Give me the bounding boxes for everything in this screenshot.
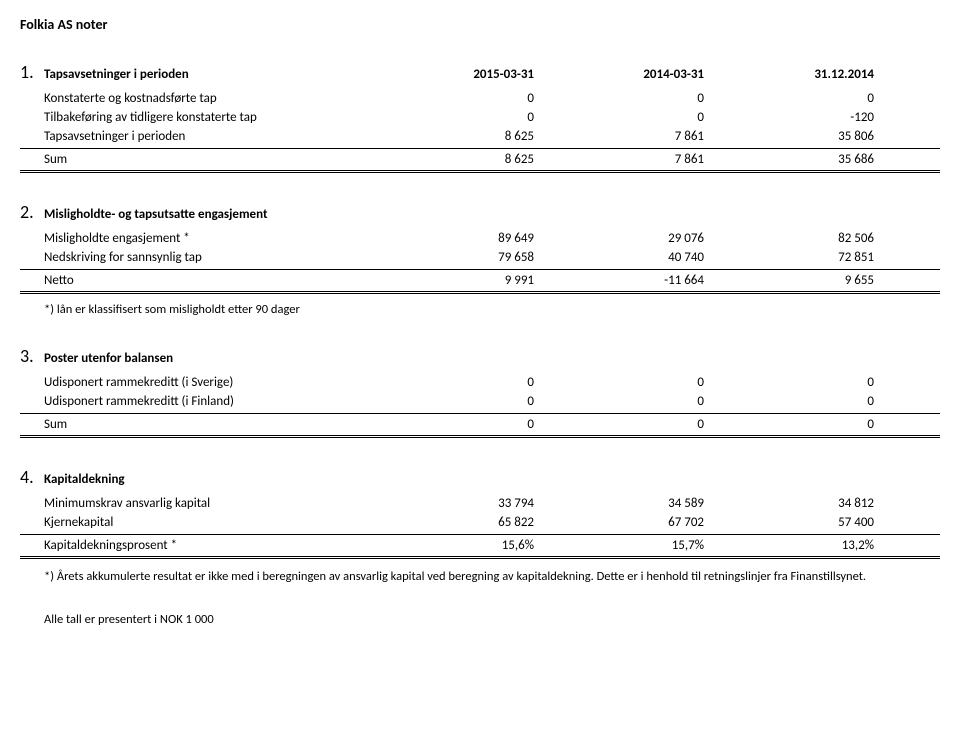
cell: 0 — [704, 417, 874, 432]
document-title: Folkia AS noter — [20, 16, 940, 33]
cell: 0 — [534, 110, 704, 125]
cell: 35 686 — [704, 152, 874, 167]
cell: 65 822 — [364, 515, 534, 530]
table-row: Udisponert rammekreditt (i Sverige) 0 0 … — [20, 373, 940, 392]
section-number: 1. — [20, 61, 44, 83]
sum-row: Sum 0 0 0 — [20, 413, 940, 438]
cell: 7 861 — [534, 152, 704, 167]
cell: 40 740 — [534, 250, 704, 265]
cell: -11 664 — [534, 273, 704, 288]
row-label: Konstaterte og kostnadsførte tap — [44, 91, 364, 106]
cell: 9 655 — [704, 273, 874, 288]
cell: 0 — [534, 417, 704, 432]
cell: 8 625 — [364, 129, 534, 144]
cell: 72 851 — [704, 250, 874, 265]
bottom-note: Alle tall er presentert i NOK 1 000 — [44, 612, 940, 627]
cell: 0 — [534, 91, 704, 106]
sum-label: Netto — [44, 273, 364, 288]
cell: 0 — [704, 91, 874, 106]
col-header: 31.12.2014 — [704, 67, 874, 82]
cell: 57 400 — [704, 515, 874, 530]
cell: 0 — [364, 394, 534, 409]
section-footnote: *) Årets akkumulerte resultat er ikke me… — [44, 569, 894, 584]
section-2: 2. Misligholdte- og tapsutsatte engasjem… — [20, 201, 940, 317]
row-label: Misligholdte engasjement * — [44, 231, 364, 246]
table-row: Misligholdte engasjement * 89 649 29 076… — [20, 229, 940, 248]
row-label: Tilbakeføring av tidligere konstaterte t… — [44, 110, 364, 125]
row-label: Kjernekapital — [44, 515, 364, 530]
section-3: 3. Poster utenfor balansen Udisponert ra… — [20, 345, 940, 438]
cell: 29 076 — [534, 231, 704, 246]
cell: 13,2% — [704, 538, 874, 553]
section-title: Kapitaldekning — [44, 472, 364, 487]
cell: 8 625 — [364, 152, 534, 167]
cell: 79 658 — [364, 250, 534, 265]
cell: 0 — [364, 91, 534, 106]
cell: 9 991 — [364, 273, 534, 288]
cell: 35 806 — [704, 129, 874, 144]
cell: 7 861 — [534, 129, 704, 144]
cell: 0 — [364, 110, 534, 125]
section-4: 4. Kapitaldekning Minimumskrav ansvarlig… — [20, 466, 940, 584]
table-row: Minimumskrav ansvarlig kapital 33 794 34… — [20, 494, 940, 513]
sum-row: Kapitaldekningsprosent * 15,6% 15,7% 13,… — [20, 534, 940, 559]
table-row: Kjernekapital 65 822 67 702 57 400 — [20, 513, 940, 532]
table-row: Udisponert rammekreditt (i Finland) 0 0 … — [20, 392, 940, 411]
cell: -120 — [704, 110, 874, 125]
section-1: 1. Tapsavsetninger i perioden 2015-03-31… — [20, 61, 940, 173]
row-label: Udisponert rammekreditt (i Sverige) — [44, 375, 364, 390]
sum-row: Netto 9 991 -11 664 9 655 — [20, 269, 940, 294]
cell: 0 — [704, 394, 874, 409]
cell: 0 — [534, 394, 704, 409]
cell: 0 — [364, 375, 534, 390]
section-number: 3. — [20, 345, 44, 367]
section-title: Poster utenfor balansen — [44, 351, 364, 366]
cell: 33 794 — [364, 496, 534, 511]
section-number: 2. — [20, 201, 44, 223]
table-row: Konstaterte og kostnadsførte tap 0 0 0 — [20, 89, 940, 108]
sum-label: Sum — [44, 152, 364, 167]
cell: 15,7% — [534, 538, 704, 553]
sum-label: Kapitaldekningsprosent * — [44, 538, 364, 553]
section-title: Tapsavsetninger i perioden — [44, 67, 364, 82]
cell: 67 702 — [534, 515, 704, 530]
row-label: Udisponert rammekreditt (i Finland) — [44, 394, 364, 409]
cell: 0 — [364, 417, 534, 432]
table-row: Tapsavsetninger i perioden 8 625 7 861 3… — [20, 127, 940, 146]
row-label: Nedskriving for sannsynlig tap — [44, 250, 364, 265]
col-header: 2015-03-31 — [364, 67, 534, 82]
section-number: 4. — [20, 466, 44, 488]
cell: 34 589 — [534, 496, 704, 511]
section-note: *) lån er klassifisert som misligholdt e… — [44, 302, 940, 317]
section-title: Misligholdte- og tapsutsatte engasjement — [44, 207, 364, 222]
cell: 15,6% — [364, 538, 534, 553]
cell: 34 812 — [704, 496, 874, 511]
sum-label: Sum — [44, 417, 364, 432]
cell: 89 649 — [364, 231, 534, 246]
table-row: Nedskriving for sannsynlig tap 79 658 40… — [20, 248, 940, 267]
cell: 0 — [704, 375, 874, 390]
row-label: Tapsavsetninger i perioden — [44, 129, 364, 144]
sum-row: Sum 8 625 7 861 35 686 — [20, 148, 940, 173]
cell: 82 506 — [704, 231, 874, 246]
row-label: Minimumskrav ansvarlig kapital — [44, 496, 364, 511]
table-row: Tilbakeføring av tidligere konstaterte t… — [20, 108, 940, 127]
cell: 0 — [534, 375, 704, 390]
col-header: 2014-03-31 — [534, 67, 704, 82]
